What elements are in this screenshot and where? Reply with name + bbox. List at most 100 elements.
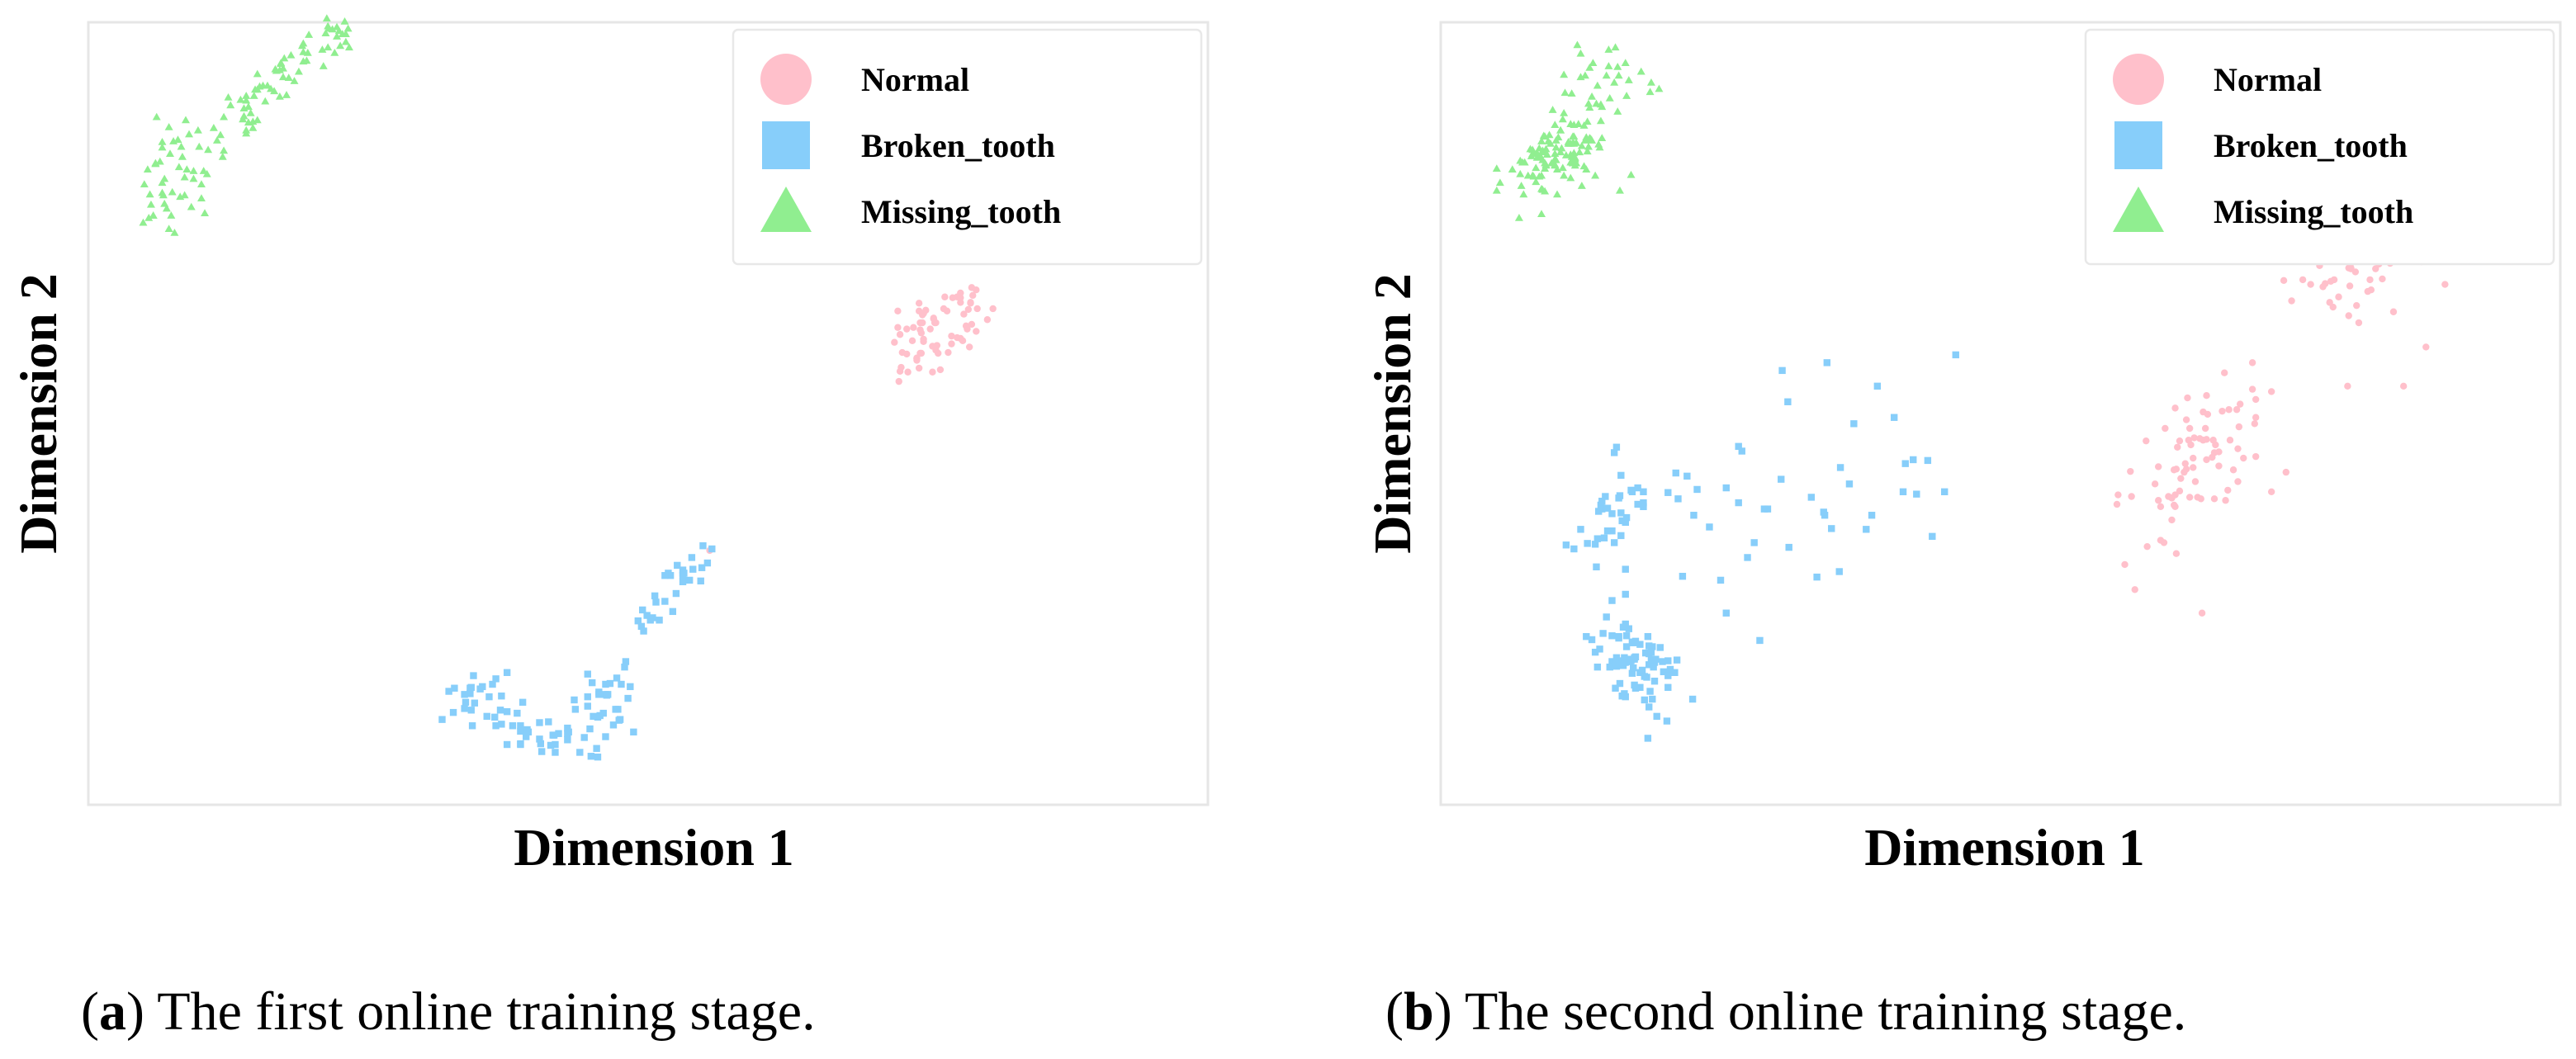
- point-b-broken-tooth-154: [1952, 351, 1959, 359]
- point-b-missing-tooth-116: [1646, 87, 1655, 96]
- point-b-broken-tooth-17: [1593, 663, 1602, 671]
- point-b-broken-tooth-75: [1643, 674, 1650, 681]
- point-a-missing-tooth-115: [333, 22, 342, 31]
- point-b-broken-tooth-115: [1594, 508, 1603, 515]
- point-a-broken-tooth-65: [621, 663, 628, 671]
- point-b-missing-tooth-7: [1560, 108, 1569, 116]
- point-b-broken-tooth-48: [1659, 658, 1666, 665]
- point-b-broken-tooth-132: [1674, 495, 1682, 503]
- point-a-missing-tooth-92: [244, 102, 253, 111]
- point-a-broken-tooth-75: [613, 674, 621, 682]
- legend-box-b: [2084, 28, 2555, 266]
- point-b-normal-119: [2379, 275, 2386, 283]
- point-b-normal-134: [2422, 343, 2430, 351]
- point-a-normal-24: [989, 305, 997, 313]
- point-a-broken-tooth-83: [571, 696, 578, 704]
- point-a-missing-tooth-95: [239, 115, 248, 123]
- point-a-broken-tooth-56: [537, 748, 546, 755]
- point-a-missing-tooth-9: [158, 138, 167, 145]
- point-b-broken-tooth-21: [1664, 683, 1672, 691]
- point-a-normal-69: [983, 316, 992, 324]
- point-b-normal-10: [2252, 452, 2260, 461]
- caption-a: (a) The first online training stage.: [81, 981, 816, 1042]
- point-b-broken-tooth-46: [1650, 678, 1659, 685]
- point-b-broken-tooth-133: [1735, 442, 1742, 451]
- point-b-normal-65: [2170, 466, 2178, 474]
- point-b-broken-tooth-12: [1671, 669, 1679, 676]
- point-b-normal-9: [2184, 394, 2191, 402]
- point-a-normal-26: [965, 343, 973, 351]
- point-a-broken-tooth-79: [614, 706, 622, 713]
- point-b-missing-tooth-106: [1595, 143, 1604, 151]
- point-b-normal-71: [2234, 478, 2242, 485]
- point-b-missing-tooth-35: [1596, 116, 1605, 125]
- point-b-missing-tooth-89: [1533, 153, 1542, 160]
- point-b-broken-tooth-26: [1625, 625, 1633, 632]
- point-b-broken-tooth-14: [1656, 644, 1664, 651]
- point-a-broken-tooth-26: [552, 740, 559, 749]
- point-b-broken-tooth-38: [1653, 712, 1660, 721]
- point-b-missing-tooth-136: [1636, 67, 1646, 75]
- point-b-broken-tooth-4: [1649, 695, 1656, 703]
- point-a-broken-tooth-0: [445, 688, 452, 695]
- xlabel-b: Dimension 1: [1864, 818, 2145, 877]
- point-b-broken-tooth-152: [1644, 735, 1652, 742]
- point-b-broken-tooth-157: [1873, 382, 1882, 390]
- point-b-normal-90: [2346, 282, 2354, 290]
- point-a-missing-tooth-107: [318, 45, 327, 53]
- point-b-broken-tooth-109: [1617, 509, 1625, 517]
- point-a-broken-tooth-73: [584, 702, 591, 710]
- point-a-broken-tooth-104: [646, 617, 654, 624]
- point-a-normal-58: [894, 307, 902, 315]
- point-b-missing-tooth-91: [1564, 138, 1573, 145]
- point-a-missing-tooth-49: [168, 187, 177, 196]
- point-a-missing-tooth-12: [185, 130, 194, 138]
- legend-label-a-broken-tooth: Broken_tooth: [861, 127, 1055, 164]
- point-a-missing-tooth-111: [341, 30, 350, 37]
- point-b-normal-115: [2326, 299, 2333, 306]
- point-b-normal-100: [2307, 281, 2314, 288]
- point-b-missing-tooth-96: [1532, 163, 1541, 172]
- point-a-missing-tooth-41: [158, 188, 167, 196]
- point-b-missing-tooth-67: [1583, 147, 1592, 155]
- point-b-normal-4: [2185, 424, 2194, 433]
- point-b-missing-tooth-54: [1579, 121, 1589, 129]
- point-b-missing-tooth-138: [1585, 63, 1594, 71]
- ylabel-b: Dimension 2: [1363, 273, 1422, 554]
- point-a-missing-tooth-64: [294, 67, 303, 75]
- point-b-broken-tooth-15: [1644, 632, 1652, 641]
- point-a-broken-tooth-21: [536, 735, 543, 743]
- point-b-missing-tooth-130: [1604, 45, 1613, 53]
- point-a-broken-tooth-90: [679, 578, 687, 586]
- point-b-normal-0: [2176, 437, 2184, 445]
- point-b-normal-135: [2248, 359, 2256, 366]
- point-a-missing-tooth-71: [249, 123, 258, 131]
- point-a-missing-tooth-45: [149, 211, 158, 219]
- point-b-broken-tooth-69: [1628, 638, 1636, 646]
- point-a-missing-tooth-67: [242, 92, 251, 99]
- point-a-missing-tooth-117: [324, 21, 333, 30]
- point-b-broken-tooth-140: [1910, 456, 1917, 464]
- point-b-broken-tooth-56: [1596, 645, 1603, 653]
- point-b-normal-34: [2170, 501, 2178, 509]
- point-b-normal-104: [2353, 301, 2361, 310]
- point-a-broken-tooth-5: [462, 698, 470, 707]
- point-b-normal-78: [2131, 586, 2138, 593]
- point-b-broken-tooth-144: [1820, 508, 1827, 516]
- point-a-broken-tooth-23: [514, 709, 521, 717]
- point-a-broken-tooth-92: [661, 598, 669, 605]
- point-a-broken-tooth-25: [489, 680, 496, 688]
- point-a-missing-tooth-13: [143, 165, 152, 173]
- point-a-missing-tooth-42: [162, 204, 171, 212]
- point-b-missing-tooth-11: [1537, 137, 1546, 144]
- point-a-broken-tooth-59: [517, 727, 524, 735]
- point-b-broken-tooth-49: [1631, 681, 1638, 689]
- point-b-missing-tooth-115: [1602, 71, 1611, 79]
- point-a-broken-tooth-52: [536, 719, 543, 726]
- point-b-broken-tooth-136: [1778, 475, 1785, 483]
- point-b-missing-tooth-118: [1622, 92, 1631, 99]
- point-a-broken-tooth-39: [564, 730, 571, 737]
- point-a-normal-55: [930, 319, 939, 327]
- point-a-missing-tooth-110: [324, 43, 333, 51]
- point-b-normal-52: [2201, 424, 2209, 433]
